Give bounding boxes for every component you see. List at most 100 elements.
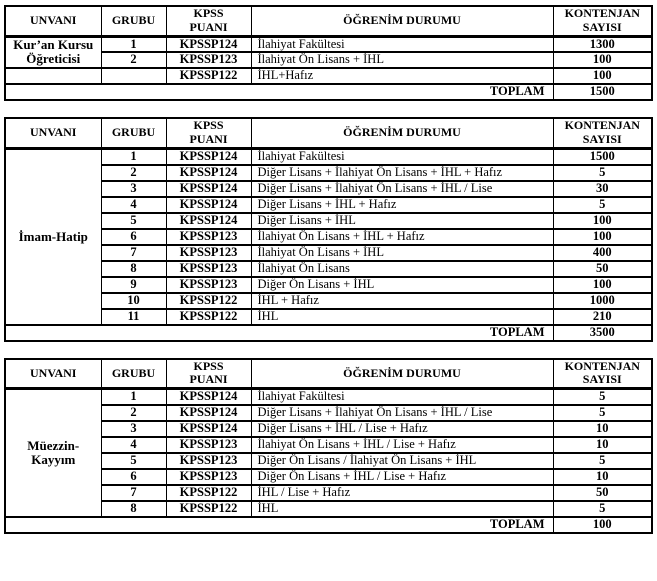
table-row: 2 KPSSP124 Diğer Lisans + İlahiyat Ön Lisa… [5, 404, 653, 423]
grubu-cell: 6 [100, 227, 167, 246]
kontenjan-sayisi-cell: 1300 [552, 35, 653, 54]
quota-table-1: UNVANI GRUBU KPSS PUANI ÖĞRENİM DURUMU KONTE… [4, 4, 653, 102]
grubu-cell: 7 [100, 243, 167, 262]
grubu-cell: 1 [100, 147, 167, 166]
toplam-row: TOPLAM 1500 [4, 83, 653, 102]
grubu-cell: 3 [100, 179, 167, 198]
kpss-puani-cell: KPSSP123 [165, 275, 252, 294]
ogrenim-durumu-cell: Diğer Ön Lisans + İHL [250, 275, 554, 294]
kontenjan-sayisi-cell: 5 [552, 387, 653, 407]
kpss-puani-cell: KPSSP124 [165, 420, 252, 439]
kontenjan-sayisi-cell: 50 [552, 259, 653, 278]
toplam-row: TOPLAM 3500 [4, 323, 653, 342]
kontenjan-sayisi-cell: 400 [552, 243, 653, 262]
ogrenim-durumu-cell: İlahiyat Fakültesi [250, 147, 554, 166]
grubu-cell: 4 [100, 436, 167, 455]
grubu-cell: 8 [100, 259, 167, 278]
table-row: 7 KPSSP122 İHL / Lise + Hafız 50 [5, 484, 653, 503]
table-row: 5 KPSSP123 Diğer Ön Lisans / İlahiyat Ön L… [5, 452, 653, 471]
kpss-puani-cell: KPSSP122 [165, 484, 252, 503]
ogrenim-durumu-cell: İHL [250, 500, 554, 519]
kpss-puani-cell: KPSSP123 [165, 227, 252, 246]
ogrenim-durumu-cell: Diğer Lisans + İlahiyat Ön Lisans + İHL … [250, 404, 554, 423]
kontenjan-sayisi-cell: 50 [552, 484, 653, 503]
header-unvani: UNVANI [4, 357, 102, 391]
ogrenim-durumu-cell: İlahiyat Ön Lisans + İHL [250, 51, 554, 70]
ogrenim-durumu-cell: Diğer Lisans + İHL + Hafız [250, 195, 554, 214]
table-row: 6 KPSSP123 İlahiyat Ön Lisans + İHL + Hafı… [5, 227, 653, 246]
header-ogrenim-durumu: ÖĞRENİM DURUMU [250, 4, 554, 38]
kpss-puani-cell: KPSSP122 [165, 500, 252, 519]
kontenjan-sayisi-cell: 100 [552, 51, 653, 70]
kontenjan-sayisi-cell: 210 [552, 307, 653, 326]
header-row: UNVANI GRUBU KPSS PUANI ÖĞRENİM DURUMU KONTE… [4, 357, 653, 391]
toplam-value-cell: 3500 [552, 323, 653, 342]
kontenjan-sayisi-cell: 100 [552, 275, 653, 294]
header-row: UNVANI GRUBU KPSS PUANI ÖĞRENİM DURUMU KONTE… [4, 4, 653, 38]
toplam-row: TOPLAM 100 [4, 516, 653, 535]
table-row: 2 KPSSP123 İlahiyat Ön Lisans + İHL 100 [5, 51, 653, 70]
grubu-cell: 1 [100, 387, 167, 407]
ogrenim-durumu-cell: Diğer Lisans + İlahiyat Ön Lisans + İHL … [250, 179, 554, 198]
table-row: 3 KPSSP124 Diğer Lisans + İHL / Lise + Haf… [5, 420, 653, 439]
grubu-cell: 2 [100, 404, 167, 423]
kpss-puani-cell: KPSSP123 [165, 259, 252, 278]
table-row: Müezzin- Kayyım 1 KPSSP124 İlahiyat Fakülte… [4, 387, 653, 519]
kontenjan-sayisi-cell: 5 [552, 404, 653, 423]
header-kpss-puani: KPSS PUANI [165, 357, 252, 391]
kontenjan-sayisi-cell: 30 [552, 179, 653, 198]
quota-table-2: UNVANI GRUBU KPSS PUANI ÖĞRENİM DURUMU KONTE… [4, 117, 653, 342]
kpss-puani-cell: KPSSP122 [165, 307, 252, 326]
ogrenim-durumu-cell: İHL + Hafız [250, 291, 554, 310]
kpss-puani-cell: KPSSP123 [165, 468, 252, 487]
header-grubu: GRUBU [100, 117, 167, 150]
kontenjan-sayisi-cell: 1500 [552, 147, 653, 166]
ogrenim-durumu-cell: İlahiyat Ön Lisans [250, 259, 554, 278]
grubu-cell: 5 [100, 452, 167, 471]
grubu-cell: 1 [100, 35, 167, 54]
table-row: 4 KPSSP123 İlahiyat Ön Lisans + İHL / Lise… [5, 436, 653, 455]
ogrenim-durumu-cell: İlahiyat Fakültesi [250, 35, 554, 54]
table-row: 4 KPSSP124 Diğer Lisans + İHL + Hafız 5 [5, 195, 653, 214]
kontenjan-sayisi-cell: 5 [552, 163, 653, 182]
table-row: KPSSP122 İHL+Hafız 100 [4, 67, 653, 86]
kpss-puani-cell: KPSSP122 [165, 291, 252, 310]
unvan-cell: Müezzin- Kayyım [4, 387, 102, 519]
quota-table-3: UNVANI GRUBU KPSS PUANI ÖĞRENİM DURUMU KONTE… [4, 357, 653, 535]
grubu-cell: 11 [100, 307, 167, 326]
header-unvani: UNVANI [4, 4, 102, 38]
toplam-value-cell: 1500 [552, 83, 653, 102]
kpss-puani-cell: KPSSP124 [165, 211, 252, 230]
header-row: UNVANI GRUBU KPSS PUANI ÖĞRENİM DURUMU KONTE… [4, 117, 653, 150]
toplam-label-cell: TOPLAM [4, 516, 554, 535]
grubu-cell: 2 [100, 51, 167, 70]
table-row: İmam-Hatip 1 KPSSP124 İlahiyat Fakültesi 150… [4, 147, 653, 326]
grubu-cell: 7 [100, 484, 167, 503]
unvan-cell: Kur’an Kursu Öğreticisi [4, 35, 102, 70]
kpss-quota-tables: UNVANI GRUBU KPSS PUANI ÖĞRENİM DURUMU KONTE… [3, 4, 654, 535]
table-row: 6 KPSSP123 Diğer Ön Lisans + İHL / Lise + … [5, 468, 653, 487]
kontenjan-sayisi-cell: 100 [552, 211, 653, 230]
toplam-value-cell: 100 [552, 516, 653, 535]
table-row: 7 KPSSP123 İlahiyat Ön Lisans + İHL 400 [5, 243, 653, 262]
unvan-cell-empty [4, 67, 102, 86]
kpss-puani-cell: KPSSP124 [165, 35, 252, 54]
ogrenim-durumu-cell: İlahiyat Ön Lisans + İHL + Hafız [250, 227, 554, 246]
kontenjan-sayisi-cell: 5 [552, 195, 653, 214]
grubu-cell: 5 [100, 211, 167, 230]
table-row: Kur’an Kursu Öğreticisi 1 KPSSP124 İlahiyat… [4, 35, 653, 70]
header-kontenjan-sayisi: KONTENJAN SAYISI [552, 117, 653, 150]
ogrenim-durumu-cell: İHL+Hafız [250, 67, 554, 86]
table-row: 5 KPSSP124 Diğer Lisans + İHL 100 [5, 211, 653, 230]
header-grubu: GRUBU [100, 357, 167, 391]
kpss-puani-cell: KPSSP123 [165, 243, 252, 262]
ogrenim-durumu-cell: İHL / Lise + Hafız [250, 484, 554, 503]
kpss-puani-cell: KPSSP124 [165, 163, 252, 182]
kpss-puani-cell: KPSSP123 [165, 436, 252, 455]
table-row: 2 KPSSP124 Diğer Lisans + İlahiyat Ön Lisa… [5, 163, 653, 182]
table-row: 10 KPSSP122 İHL + Hafız 1000 [5, 291, 653, 310]
table-row: 3 KPSSP124 Diğer Lisans + İlahiyat Ön Lisa… [5, 179, 653, 198]
grubu-cell: 8 [100, 500, 167, 519]
grubu-cell: 2 [100, 163, 167, 182]
kontenjan-sayisi-cell: 1000 [552, 291, 653, 310]
